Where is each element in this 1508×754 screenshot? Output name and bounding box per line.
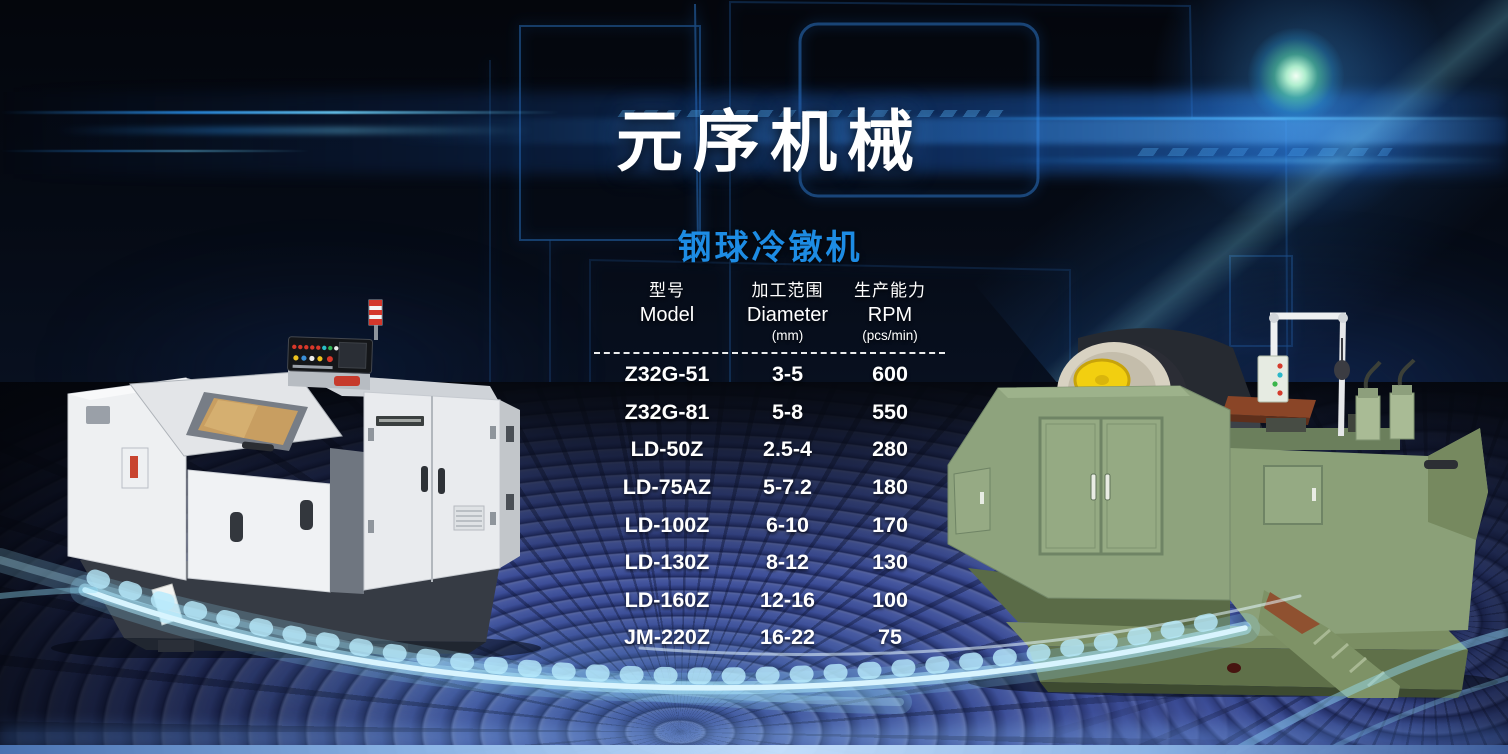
table-row: LD-100Z 6-10 170	[624, 512, 908, 537]
light-streak	[55, 127, 535, 134]
vent-grille	[453, 505, 485, 531]
right-machine-right-block	[1230, 428, 1488, 636]
table-row: LD-75AZ 5-7.2 180	[622, 475, 908, 500]
lens-flare-core	[1248, 28, 1344, 124]
left-machine-control-panel	[287, 299, 383, 390]
left-machine-hood-window	[129, 371, 343, 457]
die-post	[1355, 360, 1382, 441]
floor-front-edge-glow	[0, 726, 1508, 748]
signal-tower	[368, 299, 383, 340]
light-streak	[990, 158, 1508, 163]
table-row: LD-160Z 12-16 100	[624, 587, 908, 612]
right-machine-image	[947, 312, 1498, 698]
light-streak	[0, 111, 560, 114]
table-row: Z32G-51 3-5 600	[624, 362, 908, 387]
table-row: JM-220Z 16-22 75	[623, 625, 902, 650]
pendant-control-box	[1257, 355, 1289, 403]
spec-table: 型号 Model 加工范围 Diameter (mm) 生产能力 RPM (pc…	[594, 276, 945, 657]
light-streak	[940, 117, 1508, 120]
right-machine-hopper-doors	[947, 385, 1231, 630]
page-title: 元序机械	[616, 105, 924, 180]
table-row: LD-130Z 8-12 130	[624, 550, 908, 575]
dashed-divider	[594, 352, 945, 354]
top-mechanisms	[1228, 358, 1416, 450]
table-row: LD-50Z 2.5-4 280	[630, 437, 908, 462]
title-glow-band-core	[380, 118, 1508, 144]
header-diameter: 加工范围 Diameter (mm)	[746, 281, 829, 343]
left-machine-column	[330, 448, 364, 594]
floor-front-edge	[0, 745, 1508, 754]
left-machine-door-cabinet	[363, 391, 520, 591]
die-post	[1389, 358, 1416, 440]
light-streak	[0, 150, 310, 152]
left-machine-front-panel	[187, 469, 331, 593]
spec-table-header: 型号 Model 加工范围 Diameter (mm) 生产能力 RPM (pc…	[594, 276, 945, 345]
table-row: Z32G-81 5-8 550	[624, 399, 908, 424]
title-glow-band	[0, 92, 1508, 174]
header-rpm: 生产能力 RPM (pcs/min)	[854, 281, 926, 343]
section-subtitle: 钢球冷镦机	[677, 229, 863, 267]
spec-table-rows: Z32G-51 3-5 600 Z32G-81 5-8 550 LD-50Z 2…	[594, 356, 945, 657]
indicator-lights	[292, 344, 339, 363]
header-model: 型号 Model	[639, 281, 695, 326]
gantry-frame	[1257, 312, 1350, 437]
